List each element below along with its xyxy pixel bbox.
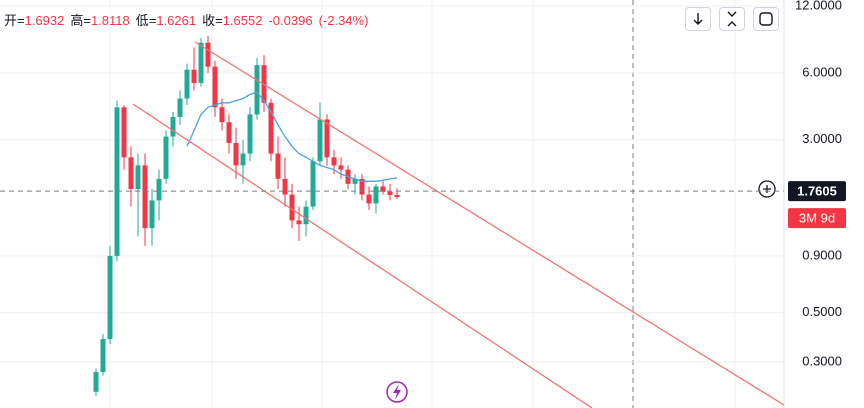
candle-body <box>387 191 393 196</box>
candle-body <box>212 66 218 108</box>
y-tick-label: 0.5000 <box>802 304 842 319</box>
candle-body <box>310 161 316 207</box>
candle-body <box>177 98 183 117</box>
candle-body <box>317 119 323 162</box>
price-label-box <box>788 181 846 202</box>
candle-body <box>303 206 309 225</box>
scroll-down-button[interactable] <box>685 7 711 31</box>
candle-body <box>107 255 113 340</box>
candle-body <box>142 165 148 229</box>
ohlc-label: 高= <box>70 13 91 28</box>
candle-body <box>170 116 176 137</box>
channel-lower <box>132 103 593 408</box>
candle-body <box>135 165 141 190</box>
lightning-icon[interactable] <box>386 381 408 403</box>
candle-body <box>163 136 169 179</box>
candle-body <box>296 220 302 225</box>
candle-body <box>359 178 365 195</box>
candle-body <box>254 65 260 115</box>
y-tick-label: 3.0000 <box>802 131 842 146</box>
candle-body <box>191 69 197 84</box>
plus-sign[interactable] <box>763 185 771 193</box>
candle-body <box>219 107 225 123</box>
candle-body <box>121 107 127 158</box>
channel-upper <box>194 41 785 406</box>
y-tick-label: 6.0000 <box>802 64 842 79</box>
price-change-percent: (-2.34%) <box>318 13 369 28</box>
candle-body <box>331 157 337 166</box>
candle-body <box>149 200 155 229</box>
candle-body <box>247 114 253 154</box>
collapse-icon <box>727 11 737 27</box>
candle-body <box>268 102 274 154</box>
candle-body <box>366 194 372 204</box>
price-change: -0.0396 <box>268 13 313 28</box>
y-tick-label: 0.3000 <box>802 353 842 368</box>
candle-body <box>93 372 99 392</box>
candle-body <box>275 153 281 179</box>
y-tick-label: 12.0000 <box>795 0 842 12</box>
plot <box>0 5 784 397</box>
icon <box>727 11 737 27</box>
ohlc-label: 低= <box>135 13 157 28</box>
candle-body <box>352 178 358 184</box>
arrow-icon <box>693 13 703 25</box>
vgrid <box>109 0 736 408</box>
candle-body <box>100 339 106 373</box>
ohlc-label: 收= <box>202 13 223 28</box>
candle-body <box>156 178 162 201</box>
candle-body <box>128 157 134 190</box>
lightning-bolt[interactable] <box>393 384 401 400</box>
candle-body <box>289 194 295 221</box>
add-alert[interactable] <box>758 180 776 198</box>
candle-body <box>184 69 190 99</box>
countdown: 3M 9d <box>799 211 835 226</box>
square-icon <box>759 12 773 26</box>
ohlc-value: 1.6932 <box>24 13 65 28</box>
candle-body <box>282 178 288 195</box>
candle-body <box>233 143 239 166</box>
y-tick-label: 0.9000 <box>802 247 842 262</box>
collapse-button[interactable] <box>719 7 745 31</box>
ohlc-value: 1.8118 <box>90 13 130 28</box>
ohlc-label: 开= <box>4 13 25 28</box>
icon <box>759 12 773 26</box>
countdown-box <box>788 208 846 229</box>
candle-body <box>226 122 232 144</box>
fullscreen-button[interactable] <box>753 7 779 31</box>
candle-body <box>373 186 379 204</box>
price-label: 1.7605 <box>797 184 837 199</box>
candle-body <box>338 165 344 170</box>
icon <box>693 13 703 25</box>
candle-body <box>394 194 400 198</box>
candle-body <box>198 42 204 84</box>
ohlc-header: 开=1.6932 高=1.8118 低=1.6261 收=1.6552 -0.0396 (… <box>4 10 375 29</box>
candle-body <box>114 107 120 256</box>
candle-body <box>324 119 330 158</box>
ohlc-value: 1.6261 <box>156 13 197 28</box>
moving-average <box>186 91 398 182</box>
candle-body <box>205 42 211 67</box>
candle-body <box>240 153 246 166</box>
ohlc-value: 1.6552 <box>222 13 263 28</box>
candle-body <box>380 186 386 192</box>
